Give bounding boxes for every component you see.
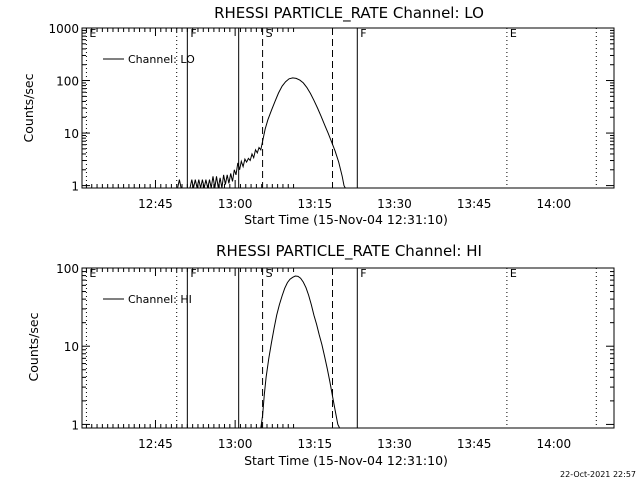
marker-label-lo: S — [266, 27, 273, 40]
y-tick-label-lo: 1000 — [48, 22, 79, 36]
panel-lo: RHESSI PARTICLE_RATE Channel: LO Counts/… — [21, 4, 615, 227]
x-tick-label-lo: 13:45 — [457, 197, 492, 211]
x-tick-label-hi: 13:00 — [218, 437, 253, 451]
chart-title-hi: RHESSI PARTICLE_RATE Channel: HI — [216, 242, 482, 261]
y-tick-label-lo: 100 — [56, 75, 79, 89]
y-axis-label-lo: Counts/sec — [21, 73, 36, 142]
marker-label-lo: E — [510, 27, 517, 40]
x-tick-label-lo: 14:00 — [537, 197, 572, 211]
y-tick-label-hi: 1 — [71, 418, 79, 432]
y-tick-label-lo: 1 — [71, 180, 79, 194]
x-tick-label-lo: 12:45 — [138, 197, 173, 211]
x-tick-label-lo: 13:15 — [298, 197, 333, 211]
x-tick-label-lo: 13:30 — [377, 197, 412, 211]
marker-label-lo: E — [89, 27, 96, 40]
y-tick-label-hi: 10 — [64, 340, 79, 354]
y-axis-label-hi: Counts/sec — [26, 312, 41, 381]
marker-label-hi: S — [266, 267, 273, 280]
x-axis-label-hi: Start Time (15-Nov-04 12:31:10) — [244, 453, 448, 468]
x-tick-label-hi: 14:00 — [537, 437, 572, 451]
axes-frame-lo — [81, 27, 615, 189]
marker-label-hi: F — [360, 267, 366, 280]
legend-hi: Channel: HI — [103, 293, 192, 306]
axes-frame-hi — [81, 267, 615, 429]
timestamp: 22-Oct-2021 22:57 — [560, 470, 636, 479]
x-tick-label-hi: 13:15 — [298, 437, 333, 451]
y-tick-label-lo: 10 — [64, 127, 79, 141]
series-line-hi — [260, 275, 341, 429]
marker-label-hi: E — [510, 267, 517, 280]
y-tick-label-hi: 100 — [56, 262, 79, 276]
x-tick-label-hi: 13:30 — [377, 437, 412, 451]
legend-label-lo: Channel: LO — [128, 53, 195, 66]
legend-label-hi: Channel: HI — [128, 293, 192, 306]
series-line-lo — [177, 77, 346, 189]
marker-label-hi: E — [89, 267, 96, 280]
panel-hi: RHESSI PARTICLE_RATE Channel: HI Counts/… — [26, 242, 615, 468]
plot-area-hi: 1 10 100 12:45 13:00 13:15 13:30 13:45 14:00 E F S F… — [56, 262, 615, 451]
legend-lo: Channel: LO — [103, 53, 195, 66]
x-tick-label-lo: 13:00 — [218, 197, 253, 211]
x-axis-label-lo: Start Time (15-Nov-04 12:31:10) — [244, 212, 448, 227]
marker-label-lo: F — [190, 27, 196, 40]
marker-label-hi: F — [190, 267, 196, 280]
x-tick-label-hi: 13:45 — [457, 437, 492, 451]
chart-title-lo: RHESSI PARTICLE_RATE Channel: LO — [214, 4, 484, 23]
x-tick-label-hi: 12:45 — [138, 437, 173, 451]
marker-label-lo: F — [360, 27, 366, 40]
plot-area-lo: 1 10 100 1000 12:45 13:00 13:15 13:30 13:45 14:00… — [48, 22, 615, 211]
